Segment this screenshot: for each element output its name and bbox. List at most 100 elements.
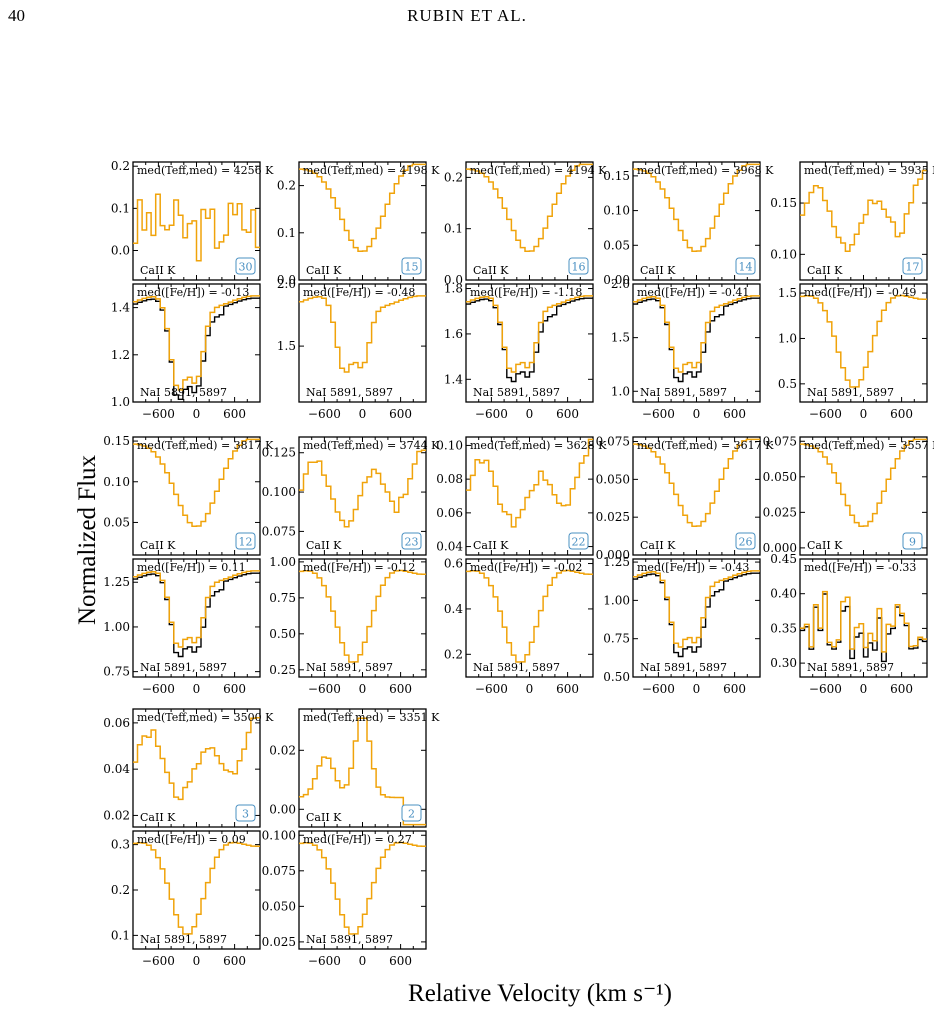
panel-annotation: med([Fe/H]) = -0.43 [637, 561, 749, 574]
x-tick-label: −600 [308, 682, 341, 696]
count-badge-frame [235, 804, 256, 822]
y-tick-label: 1.00 [269, 555, 296, 569]
x-tick-label: 0 [193, 682, 201, 696]
panel-frame [298, 830, 427, 950]
panel-frame [298, 558, 427, 678]
x-tick-label: 0 [860, 682, 868, 696]
line-label: CaII K [306, 264, 342, 277]
y-tick-label: 0.4 [444, 602, 463, 616]
y-tick-label: 0.1 [111, 201, 130, 215]
y-tick-label: 1.6 [444, 327, 463, 341]
panel-annotation: med([Fe/H]) = 0.09 [137, 833, 246, 846]
count-badge-frame [735, 257, 756, 275]
y-tick-label: 0.15 [603, 169, 630, 183]
panel-nai-4: 0.5 1.0 1.5 med([Fe/H]) = -0.49 NaI 5891, 58… [778, 283, 928, 403]
panel-annotation: med(Teff,med) = 3744 K [303, 439, 440, 452]
line-label: NaI 5891, 5897 [306, 386, 393, 399]
panel-nai-10: 0.1 0.2 0.3 med([Fe/H]) = 0.09 NaI 5891, 589… [111, 830, 261, 950]
model-spectrum-line [633, 297, 760, 383]
y-tick-label: 1.5 [277, 339, 296, 353]
line-label: NaI 5891, 5897 [140, 386, 227, 399]
line-label: CaII K [306, 539, 342, 552]
x-tick-label: −600 [642, 682, 675, 696]
y-tick-label: 1.00 [603, 593, 630, 607]
y-axis-label-wrap: Normalized Flux [58, 440, 118, 640]
panel-caii-9: 0.000 0.025 0.050 0.075 med(Teff,med) = 3557… [763, 434, 934, 556]
y-tick-label: 0.050 [262, 899, 296, 913]
y-tick-label: 0.2 [111, 159, 130, 173]
y-tick-label: 0.10 [770, 247, 797, 261]
x-tick-label: 0 [860, 407, 868, 421]
y-tick-label: 0.30 [770, 656, 797, 670]
x-tick-label: 600 [556, 682, 579, 696]
panel-frame [799, 283, 928, 403]
x-tick-label: 600 [890, 407, 913, 421]
y-tick-label: 0.1 [277, 226, 296, 240]
panel-annotation: med([Fe/H]) = -0.12 [303, 561, 415, 574]
line-label: CaII K [807, 264, 843, 277]
line-label: NaI 5891, 5897 [473, 386, 560, 399]
y-tick-label: 0.06 [436, 506, 463, 520]
x-tick-label: −600 [809, 682, 842, 696]
x-tick-label: −600 [809, 407, 842, 421]
panel-caii-6: 0.075 0.100 0.125 med(Teff,med) = 3744 K CaI… [262, 436, 440, 556]
panel-caii-11: 0.00 0.02 med(Teff,med) = 3351 K CaII K 2 [269, 708, 440, 828]
y-tick-label: 1.8 [444, 282, 463, 296]
y-tick-label: 0.075 [262, 524, 296, 538]
page-number: 40 [8, 6, 25, 25]
stacked-spectrum-line [633, 163, 760, 253]
y-tick-label: 1.0 [111, 395, 130, 409]
count-badge-frame [735, 532, 756, 550]
line-label: CaII K [473, 539, 509, 552]
count-badge: 30 [239, 261, 253, 274]
count-badge-frame [568, 532, 589, 550]
y-tick-label: 0.0 [111, 244, 130, 258]
count-badge: 14 [739, 261, 753, 274]
panel-caii-5: 0.05 0.10 0.15 med(Teff,med) = 3817 K CaII K… [103, 434, 274, 556]
y-tick-label: 2.0 [277, 277, 296, 291]
y-tick-label: 0.00 [269, 802, 296, 816]
y-tick-label: 0.10 [603, 204, 630, 218]
model-spectrum-line [133, 572, 260, 658]
y-tick-label: 0.04 [436, 540, 463, 554]
panel-annotation: med(Teff,med) = 3628 K [470, 439, 607, 452]
count-badge-frame [568, 257, 589, 275]
y-axis-label: Normalized Flux [74, 454, 101, 626]
x-tick-label: −600 [308, 954, 341, 968]
stacked-spectrum-line [633, 295, 760, 373]
y-tick-label: 0.1 [111, 928, 130, 942]
stacked-spectrum-line [299, 569, 426, 663]
panel-annotation: med(Teff,med) = 4256 K [137, 164, 274, 177]
count-badge: 16 [572, 261, 586, 274]
panel-nai-5: 0.75 1.00 1.25 med([Fe/H]) = 0.11 NaI 5891, … [103, 558, 261, 679]
panel-frame [298, 283, 427, 403]
panel-nai-1: 1.5 2.0 med([Fe/H]) = -0.48 NaI 5891, 5897 [277, 277, 427, 403]
stacked-spectrum-line [133, 841, 260, 935]
panel-nai-2: 1.4 1.6 1.8 med([Fe/H]) = -1.18 NaI 5891, 58… [444, 282, 594, 403]
stacked-spectrum-line [466, 295, 593, 373]
panel-caii-3: 0.00 0.05 0.10 0.15 med(Teff,med) = 3968 K Ca… [603, 161, 774, 287]
x-axis-label: Relative Velocity (km s⁻¹) [408, 980, 672, 1007]
x-tick-label: 0 [193, 954, 201, 968]
stacked-spectrum-line [466, 163, 593, 253]
y-tick-label: 0.0 [277, 273, 296, 287]
y-tick-label: 0.3 [111, 838, 130, 852]
y-tick-label: 0.35 [770, 621, 797, 635]
y-tick-label: 0.2 [444, 647, 463, 661]
count-badge: 22 [572, 536, 586, 549]
y-tick-label: 1.0 [778, 331, 797, 345]
stacked-spectrum-line [800, 590, 927, 653]
count-badge-frame [401, 532, 422, 550]
count-badge: 15 [405, 261, 419, 274]
panel-nai-8: 0.50 0.75 1.00 1.25 med([Fe/H]) = -0.43 NaI 5… [603, 555, 761, 684]
panel-nai-11: 0.025 0.050 0.075 0.100 med([Fe/H]) = 0.27 Na… [262, 828, 427, 950]
y-tick-label: 0.075 [596, 435, 630, 449]
y-tick-label: 1.4 [111, 301, 130, 315]
panel-caii-10: 0.02 0.04 0.06 med(Teff,med) = 3500 K CaII K… [103, 708, 274, 828]
y-tick-label: 0.75 [103, 665, 130, 679]
panel-annotation: med([Fe/H]) = -0.48 [303, 286, 415, 299]
stacked-spectrum-line [800, 438, 927, 528]
model-spectrum-line [466, 297, 593, 383]
stacked-spectrum-line [466, 569, 593, 663]
line-label: NaI 5891, 5897 [140, 661, 227, 674]
